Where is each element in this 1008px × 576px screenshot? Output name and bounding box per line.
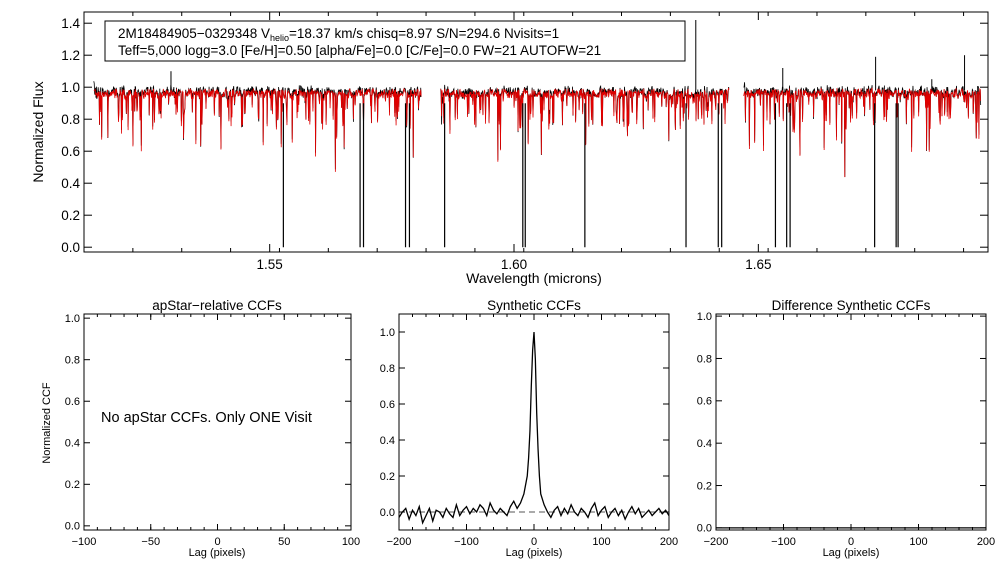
apstar-ccf-message: No apStar CCFs. Only ONE Visit (101, 410, 312, 426)
info-line1-sub: helio (270, 33, 289, 43)
y-tick-label: 0.2 (380, 471, 395, 483)
y-tick-label: 0.0 (697, 523, 712, 535)
difference-ccf-x-label: Lag (pixels) (823, 547, 880, 559)
svg-text:2M18484905−0329348 Vhelio=18.: 2M18484905−0329348 Vhelio=18.37 km/s chi… (118, 26, 559, 43)
y-tick-label: 1.0 (380, 327, 395, 339)
model-spectrum-line (743, 87, 982, 178)
spectrum-info-box: 2M18484905−0329348 Vhelio=18.37 km/s chi… (104, 20, 686, 62)
x-tick-label: −100 (72, 536, 97, 548)
x-tick-label: 200 (660, 536, 678, 548)
y-tick-label: 0.6 (697, 396, 712, 408)
synthetic-ccf-x-label: Lag (pixels) (506, 547, 563, 559)
spectrum-x-label: Wavelength (microns) (466, 270, 602, 286)
x-tick-label: 1.65 (745, 257, 771, 272)
x-tick-label: 1.55 (257, 257, 283, 272)
y-tick-label: 1.0 (65, 313, 80, 325)
x-tick-label: 100 (909, 536, 927, 548)
y-tick-label: 0.8 (697, 353, 712, 365)
info-line2: Teff=5,000 logg=3.0 [Fe/H]=0.50 [alpha/F… (118, 43, 601, 58)
y-tick-label: 0.4 (65, 438, 80, 450)
difference-ccf-panel: Difference Synthetic CCFs −200 −100 0 100 20… (697, 298, 995, 559)
x-tick-label: −100 (771, 536, 796, 548)
apstar-ccf-x-label: Lag (pixels) (189, 547, 246, 559)
apstar-ccf-title: apStar−relative CCFs (152, 298, 282, 313)
spectrum-y-label: Normalized Flux (30, 81, 46, 182)
x-tick-label: 0 (531, 536, 537, 548)
x-tick-label: −200 (704, 536, 729, 548)
x-tick-label: −200 (387, 536, 412, 548)
x-tick-label: −100 (454, 536, 479, 548)
y-tick-label: 1.0 (61, 80, 80, 95)
x-tick-label: 50 (278, 536, 290, 548)
y-tick-label: 0.0 (380, 507, 395, 519)
y-tick-label: 0.8 (380, 363, 395, 375)
y-tick-label: 0.4 (697, 438, 712, 450)
y-tick-label: 0.4 (61, 176, 80, 191)
info-line1-prefix: 2M18484905−0329348 V (118, 26, 270, 41)
y-tick-label: 1.0 (697, 311, 712, 323)
x-tick-label: 100 (592, 536, 610, 548)
x-tick-label: −50 (141, 536, 160, 548)
x-tick-label: 100 (342, 536, 360, 548)
x-tick-label: 0 (214, 536, 220, 548)
apstar-ccf-panel: apStar−relative CCFs −100 −50 0 50 100 0.0 0.2… (41, 298, 360, 559)
y-tick-label: 0.6 (380, 399, 395, 411)
synthetic-ccf-panel: Synthetic CCFs −200 −100 0 100 200 0.0 0.2 0.4 0… (380, 298, 678, 559)
model-spectrum-line (440, 87, 730, 162)
difference-ccf-title: Difference Synthetic CCFs (772, 298, 931, 313)
spectrum-plot-frame (83, 11, 989, 253)
spectrum-panel: 1.55 1.60 1.65 0.0 0.2 0.4 0.6 0.8 1.0 1.2 1.4 Wav… (30, 11, 989, 286)
y-tick-label: 0.6 (65, 396, 80, 408)
apstar-ccf-y-label: Normalized CCF (41, 382, 53, 464)
y-tick-label: 0.0 (65, 521, 80, 533)
y-tick-label: 0.4 (380, 435, 395, 447)
y-tick-label: 0.8 (61, 112, 80, 127)
y-tick-label: 0.2 (65, 479, 80, 491)
y-tick-label: 0.2 (697, 480, 712, 492)
synthetic-ccf-title: Synthetic CCFs (487, 298, 581, 313)
y-tick-label: 0.6 (61, 144, 80, 159)
synthetic-ccf-line (398, 331, 670, 525)
y-tick-label: 0.8 (65, 355, 80, 367)
y-tick-label: 1.2 (61, 48, 80, 63)
y-tick-label: 1.4 (61, 16, 80, 31)
y-tick-label: 0.0 (61, 240, 80, 255)
info-line1-suffix: =18.37 km/s chisq=8.97 S/N=294.6 Nvisits… (289, 26, 559, 41)
x-tick-label: 0 (848, 536, 854, 548)
y-tick-label: 0.2 (61, 208, 80, 223)
model-spectrum-line (93, 87, 422, 172)
x-tick-label: 200 (977, 536, 995, 548)
x-tick-label: 1.60 (501, 257, 527, 272)
